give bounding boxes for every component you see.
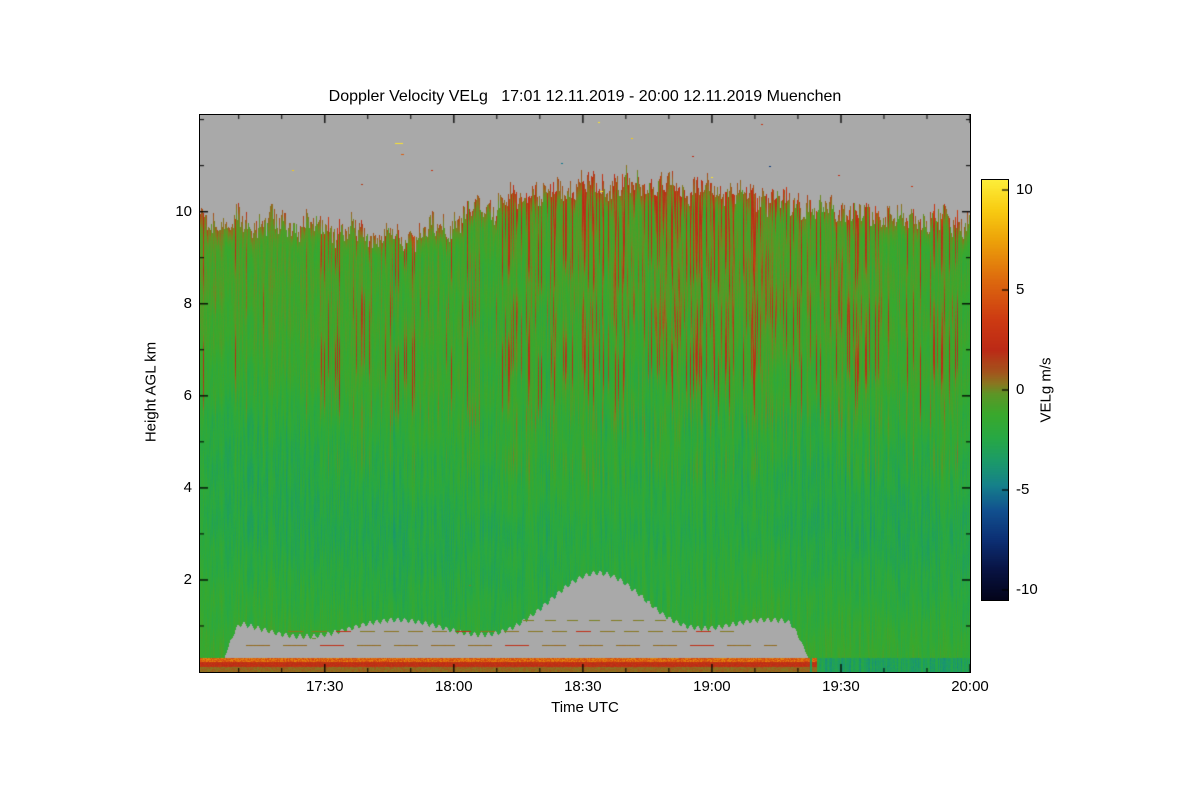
y-axis-label: Height AGL km [142,341,160,443]
heatmap-plot-canvas [199,114,971,673]
colorbar-label: VELg m/s [1037,357,1055,423]
y-tick-label: 10 [175,202,192,220]
y-tick-label: 8 [183,294,192,312]
x-tick-label: 18:30 [564,678,602,695]
colorbar-tick-label: -5 [1016,481,1030,498]
x-tick-label: 18:00 [435,678,473,695]
x-tick-label: 19:00 [693,678,731,695]
colorbar-tick-label: -10 [1016,581,1038,598]
y-tick-label: 6 [183,386,192,404]
x-tick-label: 19:30 [822,678,860,695]
chart-title: Doppler Velocity VELg 17:01 12.11.2019 -… [328,88,842,105]
colorbar-tick-label: 5 [1016,281,1025,298]
colorbar-tick-label: 0 [1016,381,1025,398]
colorbar-tick-label: 10 [1016,181,1033,198]
y-tick-label: 2 [183,570,192,588]
x-tick-label: 17:30 [305,678,344,695]
x-axis-label: Time UTC [551,699,619,716]
y-tick-label: 4 [183,478,192,496]
colorbar-canvas [981,179,1009,601]
x-tick-label: 20:00 [951,678,989,695]
